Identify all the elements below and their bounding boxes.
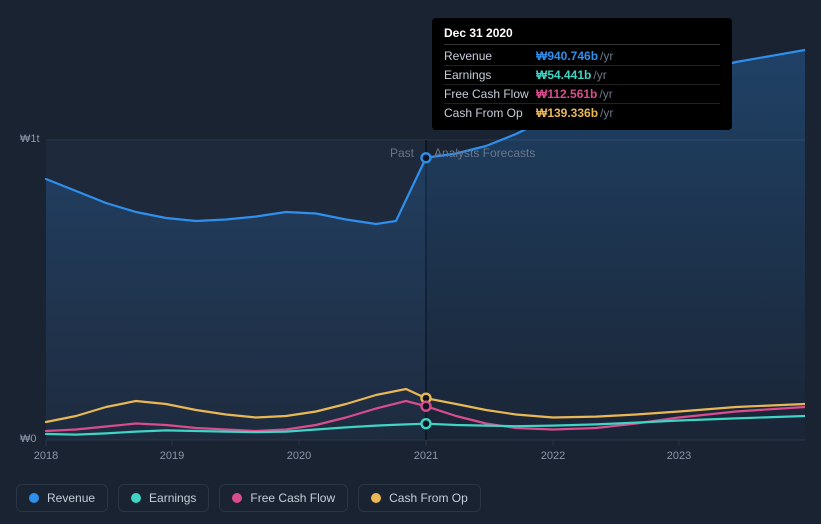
legend-dot-icon: [371, 493, 381, 503]
legend-item-label: Revenue: [47, 491, 95, 505]
legend-dot-icon: [131, 493, 141, 503]
tooltip-row-value: ₩54.441b: [536, 68, 591, 82]
tooltip-row-label: Revenue: [444, 49, 536, 63]
forecast-section-label: Analysts Forecasts: [434, 146, 535, 160]
tooltip-row: Cash From Op₩139.336b /yr: [444, 104, 720, 122]
legend: Revenue Earnings Free Cash Flow Cash From O…: [16, 484, 481, 512]
legend-item-label: Cash From Op: [389, 491, 468, 505]
tooltip-row: Free Cash Flow₩112.561b /yr: [444, 85, 720, 104]
legend-item-label: Earnings: [149, 491, 196, 505]
tooltip-row-unit: /yr: [599, 87, 612, 101]
tooltip-row-unit: /yr: [600, 49, 613, 63]
tooltip-row-value: ₩139.336b: [536, 106, 598, 120]
tooltip-row: Earnings₩54.441b /yr: [444, 66, 720, 85]
tooltip-row-value: ₩940.746b: [536, 49, 598, 63]
legend-item-free-cash-flow[interactable]: Free Cash Flow: [219, 484, 348, 512]
tooltip-row: Revenue₩940.746b /yr: [444, 47, 720, 66]
tooltip-row-label: Earnings: [444, 68, 536, 82]
x-axis-label: 2018: [34, 450, 58, 462]
x-axis-label: 2022: [541, 450, 565, 462]
y-axis-label: ₩0: [20, 433, 37, 445]
tooltip-date: Dec 31 2020: [444, 26, 720, 45]
legend-item-cash-from-op[interactable]: Cash From Op: [358, 484, 481, 512]
legend-dot-icon: [29, 493, 39, 503]
x-axis-label: 2021: [414, 450, 438, 462]
tooltip-row-value: ₩112.561b: [536, 87, 597, 101]
legend-item-label: Free Cash Flow: [250, 491, 335, 505]
tooltip-row-unit: /yr: [593, 68, 606, 82]
x-axis-label: 2020: [287, 450, 311, 462]
tooltip-row-label: Free Cash Flow: [444, 87, 536, 101]
x-axis-label: 2019: [160, 450, 184, 462]
tooltip-row-label: Cash From Op: [444, 106, 536, 120]
past-section-label: Past: [390, 146, 414, 160]
y-axis-label: ₩1t: [20, 133, 40, 145]
x-axis-label: 2023: [667, 450, 691, 462]
legend-dot-icon: [232, 493, 242, 503]
legend-item-earnings[interactable]: Earnings: [118, 484, 209, 512]
tooltip-row-unit: /yr: [600, 106, 613, 120]
legend-item-revenue[interactable]: Revenue: [16, 484, 108, 512]
tooltip: Dec 31 2020 Revenue₩940.746b /yrEarnings…: [432, 18, 732, 130]
